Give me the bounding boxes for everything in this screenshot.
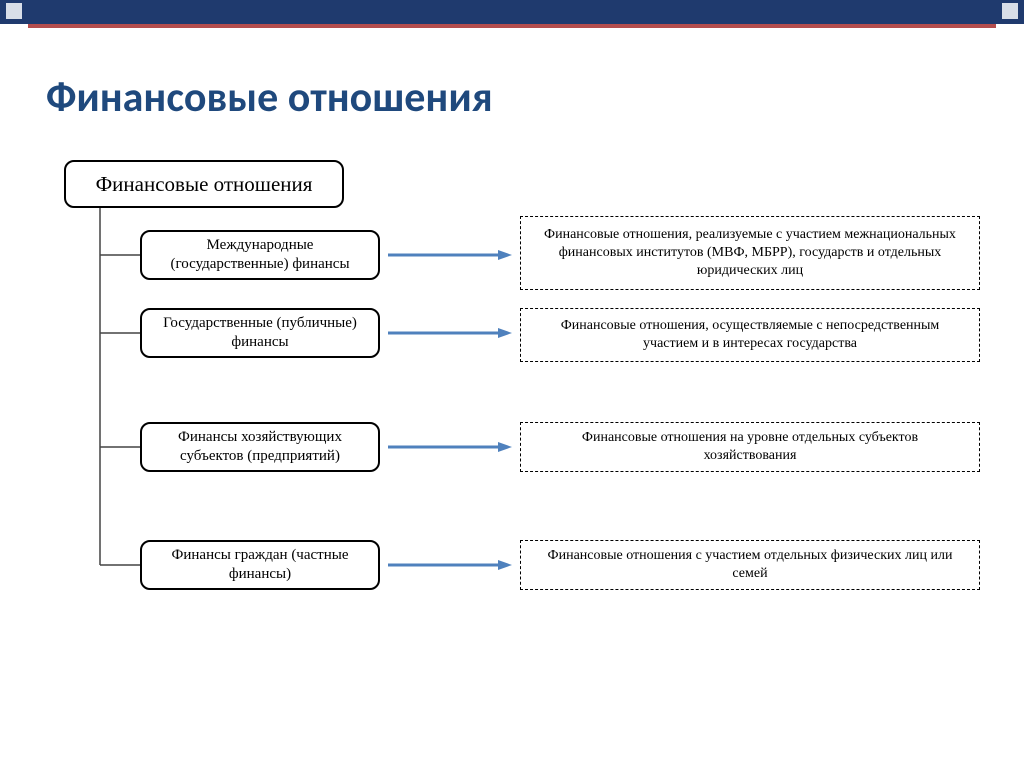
category-label: Финансы хозяйствующих субъектов (предпри… [152, 428, 368, 466]
description-text: Финансовые отношения на уровне отдельных… [535, 429, 965, 465]
description-node: Финансовые отношения на уровне отдельных… [520, 422, 980, 472]
diagram-connectors [0, 0, 1024, 767]
category-node: Финансы хозяйствующих субъектов (предпри… [140, 422, 380, 472]
description-text: Финансовые отношения, осуществляемые с н… [535, 317, 965, 353]
category-node: Международные (государственные) финансы [140, 230, 380, 280]
category-label: Государственные (публичные) финансы [152, 314, 368, 352]
description-node: Финансовые отношения с участием отдельны… [520, 540, 980, 590]
category-node: Государственные (публичные) финансы [140, 308, 380, 358]
category-node: Финансы граждан (частные финансы) [140, 540, 380, 590]
description-text: Финансовые отношения, реализуемые с учас… [535, 226, 965, 281]
root-label: Финансовые отношения [96, 172, 313, 197]
root-node: Финансовые отношения [64, 160, 344, 208]
category-label: Международные (государственные) финансы [152, 236, 368, 274]
description-node: Финансовые отношения, реализуемые с учас… [520, 216, 980, 290]
description-node: Финансовые отношения, осуществляемые с н… [520, 308, 980, 362]
description-text: Финансовые отношения с участием отдельны… [535, 547, 965, 583]
category-label: Финансы граждан (частные финансы) [152, 546, 368, 584]
